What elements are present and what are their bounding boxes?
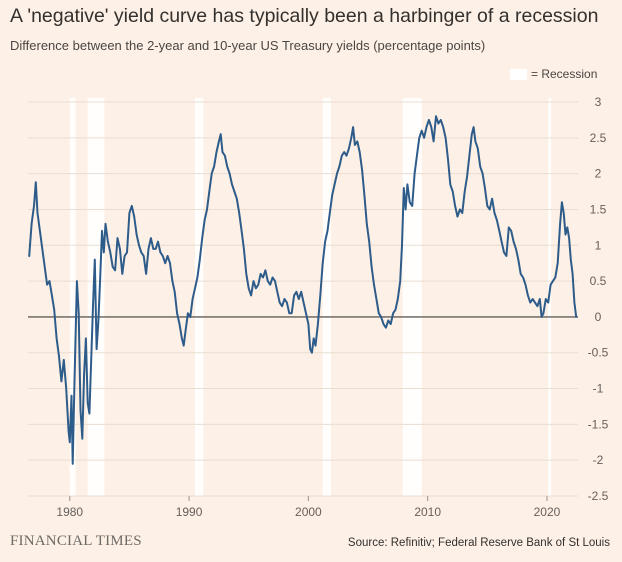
y-tick-label: -1 xyxy=(593,382,604,396)
recession-swatch xyxy=(510,68,527,80)
legend: = Recession xyxy=(510,67,597,81)
y-tick-label: 3 xyxy=(595,95,602,109)
series-line-0 xyxy=(28,115,578,465)
y-tick-label: 1 xyxy=(595,238,602,252)
gridlines xyxy=(28,101,578,497)
x-tick-label: 2020 xyxy=(534,505,561,519)
legend-label: = Recession xyxy=(531,67,598,81)
y-tick-label: -2.5 xyxy=(588,489,609,503)
y-tick-label: 2 xyxy=(595,167,602,181)
y-axis-ticks: 3 2.5 2 1.5 1 0.5 0 -0.5 -1 -1.5 -2 -2.5 xyxy=(588,95,609,503)
series-layer xyxy=(28,115,578,465)
y-tick-label: 2.5 xyxy=(590,131,607,145)
y-tick-label: -2 xyxy=(593,453,604,467)
recession-band-3 xyxy=(322,98,332,496)
y-tick-label: -1.5 xyxy=(588,417,609,431)
chart-title: A 'negative' yield curve has typically b… xyxy=(10,5,599,27)
chart-subtitle: Difference between the 2-year and 10-yea… xyxy=(10,38,486,53)
x-tick-label: 1980 xyxy=(56,505,83,519)
recession-band-2 xyxy=(195,98,204,496)
recession-band-0 xyxy=(69,98,76,496)
ft-brand: FINANCIAL TIMES xyxy=(10,533,142,549)
y-tick-label: -0.5 xyxy=(588,346,609,360)
y-tick-label: 0.5 xyxy=(590,274,607,288)
source-note: Source: Refinitiv; Federal Reserve Bank … xyxy=(347,537,610,549)
x-tick-label: 2000 xyxy=(295,505,322,519)
x-axis-ticks: 1980 1990 2000 2010 2020 xyxy=(56,496,561,519)
y-tick-label: 1.5 xyxy=(590,202,607,216)
x-tick-label: 1990 xyxy=(176,505,203,519)
y-tick-label: 0 xyxy=(595,310,602,324)
recession-band-4 xyxy=(402,98,422,496)
x-tick-label: 2010 xyxy=(414,505,441,519)
